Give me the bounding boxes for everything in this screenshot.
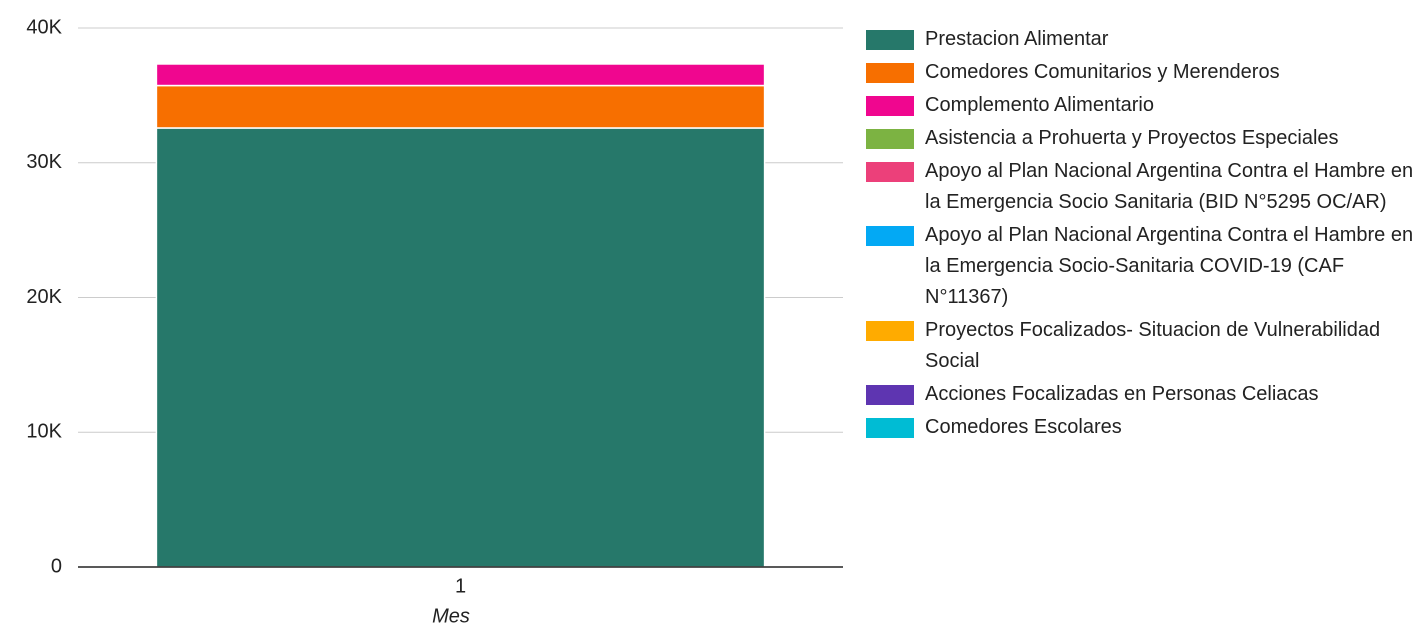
y-tick-label: 40K	[26, 16, 62, 38]
legend-item: Apoyo al Plan Nacional Argentina Contra …	[866, 156, 1424, 218]
bar-segment	[155, 127, 766, 568]
legend-item: Comedores Comunitarios y Merenderos	[866, 57, 1424, 88]
legend: Prestacion Alimentar Comedores Comunitari…	[866, 24, 1424, 445]
y-tick-label: 0	[51, 555, 62, 577]
chart: Mes 0 10K 20K 30K 40K 1	[26, 16, 843, 627]
y-tick-label: 10K	[26, 421, 62, 443]
legend-swatch	[866, 321, 914, 341]
x-axis-label: Mes	[432, 605, 470, 627]
legend-swatch	[866, 385, 914, 405]
bar-segment	[155, 63, 766, 87]
legend-item: Apoyo al Plan Nacional Argentina Contra …	[866, 220, 1424, 313]
legend-swatch	[866, 96, 914, 116]
y-tick-label: 30K	[26, 151, 62, 173]
legend-label: Comedores Comunitarios y Merenderos	[925, 61, 1280, 83]
legend-label: Complemento Alimentario	[925, 94, 1154, 116]
bar-segment	[155, 84, 766, 129]
legend-item: Acciones Focalizadas en Personas Celiaca…	[866, 379, 1424, 410]
legend-item: Comedores Escolares	[866, 412, 1424, 443]
legend-label: Comedores Escolares	[925, 416, 1122, 438]
x-tick-label: 1	[455, 575, 466, 597]
legend-label: Apoyo al Plan Nacional Argentina Contra …	[925, 160, 1414, 213]
legend-label: Acciones Focalizadas en Personas Celiaca…	[925, 383, 1319, 405]
legend-swatch	[866, 162, 914, 182]
legend-item: Prestacion Alimentar	[866, 24, 1424, 55]
y-tick-label: 20K	[26, 286, 62, 308]
legend-swatch	[866, 226, 914, 246]
legend-swatch	[866, 63, 914, 83]
legend-label: Apoyo al Plan Nacional Argentina Contra …	[925, 224, 1414, 308]
legend-item: Complemento Alimentario	[866, 90, 1424, 121]
legend-label: Prestacion Alimentar	[925, 28, 1109, 50]
legend-swatch	[866, 418, 914, 438]
legend-item: Asistencia a Prohuerta y Proyectos Espec…	[866, 123, 1424, 154]
legend-swatch	[866, 30, 914, 50]
legend-swatch	[866, 129, 914, 149]
legend-label: Proyectos Focalizados- Situacion de Vuln…	[925, 319, 1381, 372]
legend-item: Proyectos Focalizados- Situacion de Vuln…	[866, 315, 1424, 377]
legend-label: Asistencia a Prohuerta y Proyectos Espec…	[925, 127, 1339, 149]
